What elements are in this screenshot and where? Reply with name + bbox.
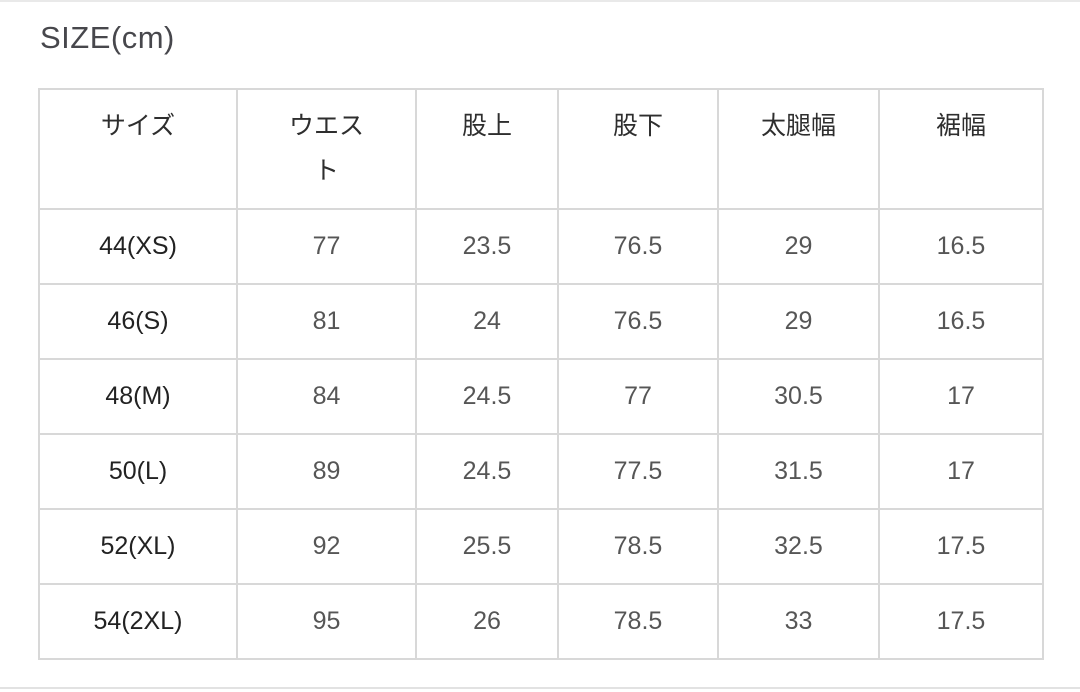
size-table-row: 50(L) 89 24.5 77.5 31.5 17 — [38, 433, 1044, 510]
column-header-label: サイズ — [100, 112, 176, 140]
hem-width-cell: 17 — [878, 358, 1044, 435]
rise-cell: 24.5 — [415, 433, 559, 510]
thigh-width-cell: 31.5 — [717, 433, 880, 510]
thigh-width-cell: 33 — [717, 583, 880, 660]
column-header-hem-width: 裾幅 — [878, 88, 1044, 210]
column-header-thigh-width: 太腿幅 — [717, 88, 880, 210]
column-header-size: サイズ — [38, 88, 238, 210]
inseam-cell: 78.5 — [557, 583, 719, 660]
column-header-label: 裾幅 — [935, 112, 986, 140]
hem-width-cell: 17.5 — [878, 508, 1044, 585]
waist-cell: 84 — [236, 358, 417, 435]
rise-cell: 24 — [415, 283, 559, 360]
rise-cell: 23.5 — [415, 208, 559, 285]
size-table-row: 46(S) 81 24 76.5 29 16.5 — [38, 283, 1044, 360]
hem-width-cell: 17.5 — [878, 583, 1044, 660]
rise-cell: 26 — [415, 583, 559, 660]
inseam-cell: 76.5 — [557, 283, 719, 360]
column-header-label: 股下 — [612, 112, 663, 140]
inseam-cell: 78.5 — [557, 508, 719, 585]
hem-width-cell: 16.5 — [878, 208, 1044, 285]
hem-width-cell: 17 — [878, 433, 1044, 510]
column-header-label: 股上 — [461, 112, 512, 140]
inseam-cell: 77 — [557, 358, 719, 435]
size-label-cell: 52(XL) — [38, 508, 238, 585]
inseam-cell: 77.5 — [557, 433, 719, 510]
inseam-cell: 76.5 — [557, 208, 719, 285]
size-table-row: 52(XL) 92 25.5 78.5 32.5 17.5 — [38, 508, 1044, 585]
size-label-cell: 54(2XL) — [38, 583, 238, 660]
waist-cell: 77 — [236, 208, 417, 285]
size-table-row: 48(M) 84 24.5 77 30.5 17 — [38, 358, 1044, 435]
thigh-width-cell: 29 — [717, 208, 880, 285]
column-header-label: 太腿幅 — [760, 112, 836, 140]
rise-cell: 24.5 — [415, 358, 559, 435]
waist-cell: 89 — [236, 433, 417, 510]
waist-cell: 81 — [236, 283, 417, 360]
size-table: サイズ ウエスト 股上 股下 太腿幅 裾幅 44(XS) 77 23.5 76.… — [38, 88, 1044, 660]
size-label-cell: 50(L) — [38, 433, 238, 510]
waist-cell: 92 — [236, 508, 417, 585]
thigh-width-cell: 32.5 — [717, 508, 880, 585]
column-header-rise: 股上 — [415, 88, 559, 210]
size-label-cell: 48(M) — [38, 358, 238, 435]
column-header-inseam: 股下 — [557, 88, 719, 210]
size-table-row: 44(XS) 77 23.5 76.5 29 16.5 — [38, 208, 1044, 285]
size-table-row: 54(2XL) 95 26 78.5 33 17.5 — [38, 583, 1044, 660]
bottom-divider — [0, 687, 1080, 689]
size-label-cell: 44(XS) — [38, 208, 238, 285]
top-divider — [0, 0, 1080, 2]
column-header-waist: ウエスト — [236, 88, 417, 210]
thigh-width-cell: 30.5 — [717, 358, 880, 435]
hem-width-cell: 16.5 — [878, 283, 1044, 360]
waist-cell: 95 — [236, 583, 417, 660]
size-label-cell: 46(S) — [38, 283, 238, 360]
size-table-header-row: サイズ ウエスト 股上 股下 太腿幅 裾幅 — [38, 88, 1044, 210]
size-section-title: SIZE(cm) — [40, 20, 175, 55]
rise-cell: 25.5 — [415, 508, 559, 585]
thigh-width-cell: 29 — [717, 283, 880, 360]
column-header-label: ウエスト — [288, 112, 364, 185]
size-section-content: SIZE(cm) サイズ ウエスト 股上 股下 太腿幅 裾幅 44(XS) — [38, 20, 1044, 660]
